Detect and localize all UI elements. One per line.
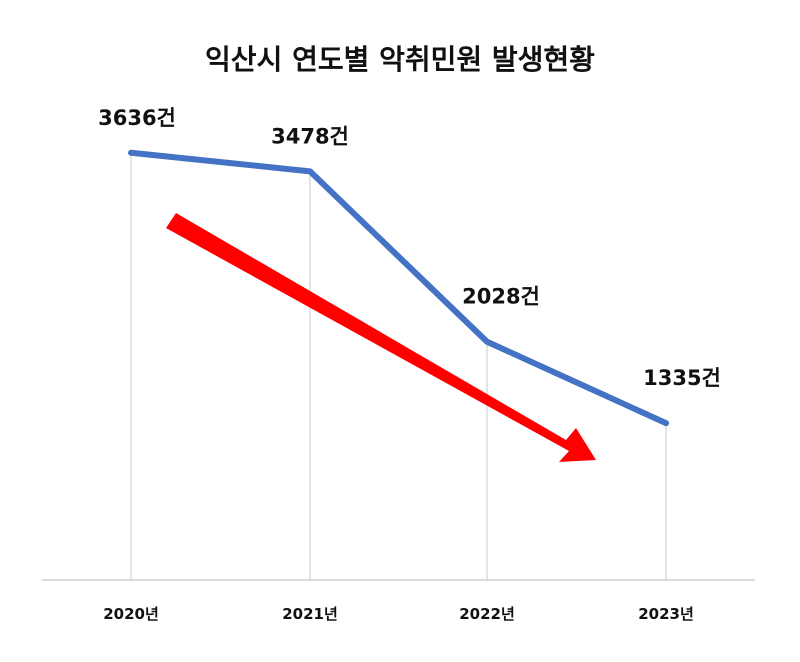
chart-title: 익산시 연도별 악취민원 발생현황 bbox=[205, 43, 595, 76]
data-label: 2028건 bbox=[462, 285, 540, 309]
x-tick-label: 2020년 bbox=[103, 605, 159, 623]
x-tick-labels: 2020년 2021년 2022년 2023년 bbox=[103, 605, 694, 623]
x-tick-label: 2021년 bbox=[282, 605, 338, 623]
data-labels: 3636건 3478건 2028건 1335건 bbox=[98, 106, 721, 390]
trend-arrow-shape bbox=[166, 213, 596, 462]
data-label: 3478건 bbox=[271, 124, 349, 148]
data-label: 3636건 bbox=[98, 106, 176, 130]
x-tick-label: 2023년 bbox=[638, 605, 694, 623]
series-group bbox=[128, 149, 669, 427]
vertical-gridlines bbox=[130, 152, 667, 580]
trend-arrow-icon bbox=[166, 213, 596, 462]
data-label: 1335건 bbox=[643, 366, 721, 390]
series-line bbox=[128, 149, 669, 427]
x-tick-label: 2022년 bbox=[459, 605, 515, 623]
